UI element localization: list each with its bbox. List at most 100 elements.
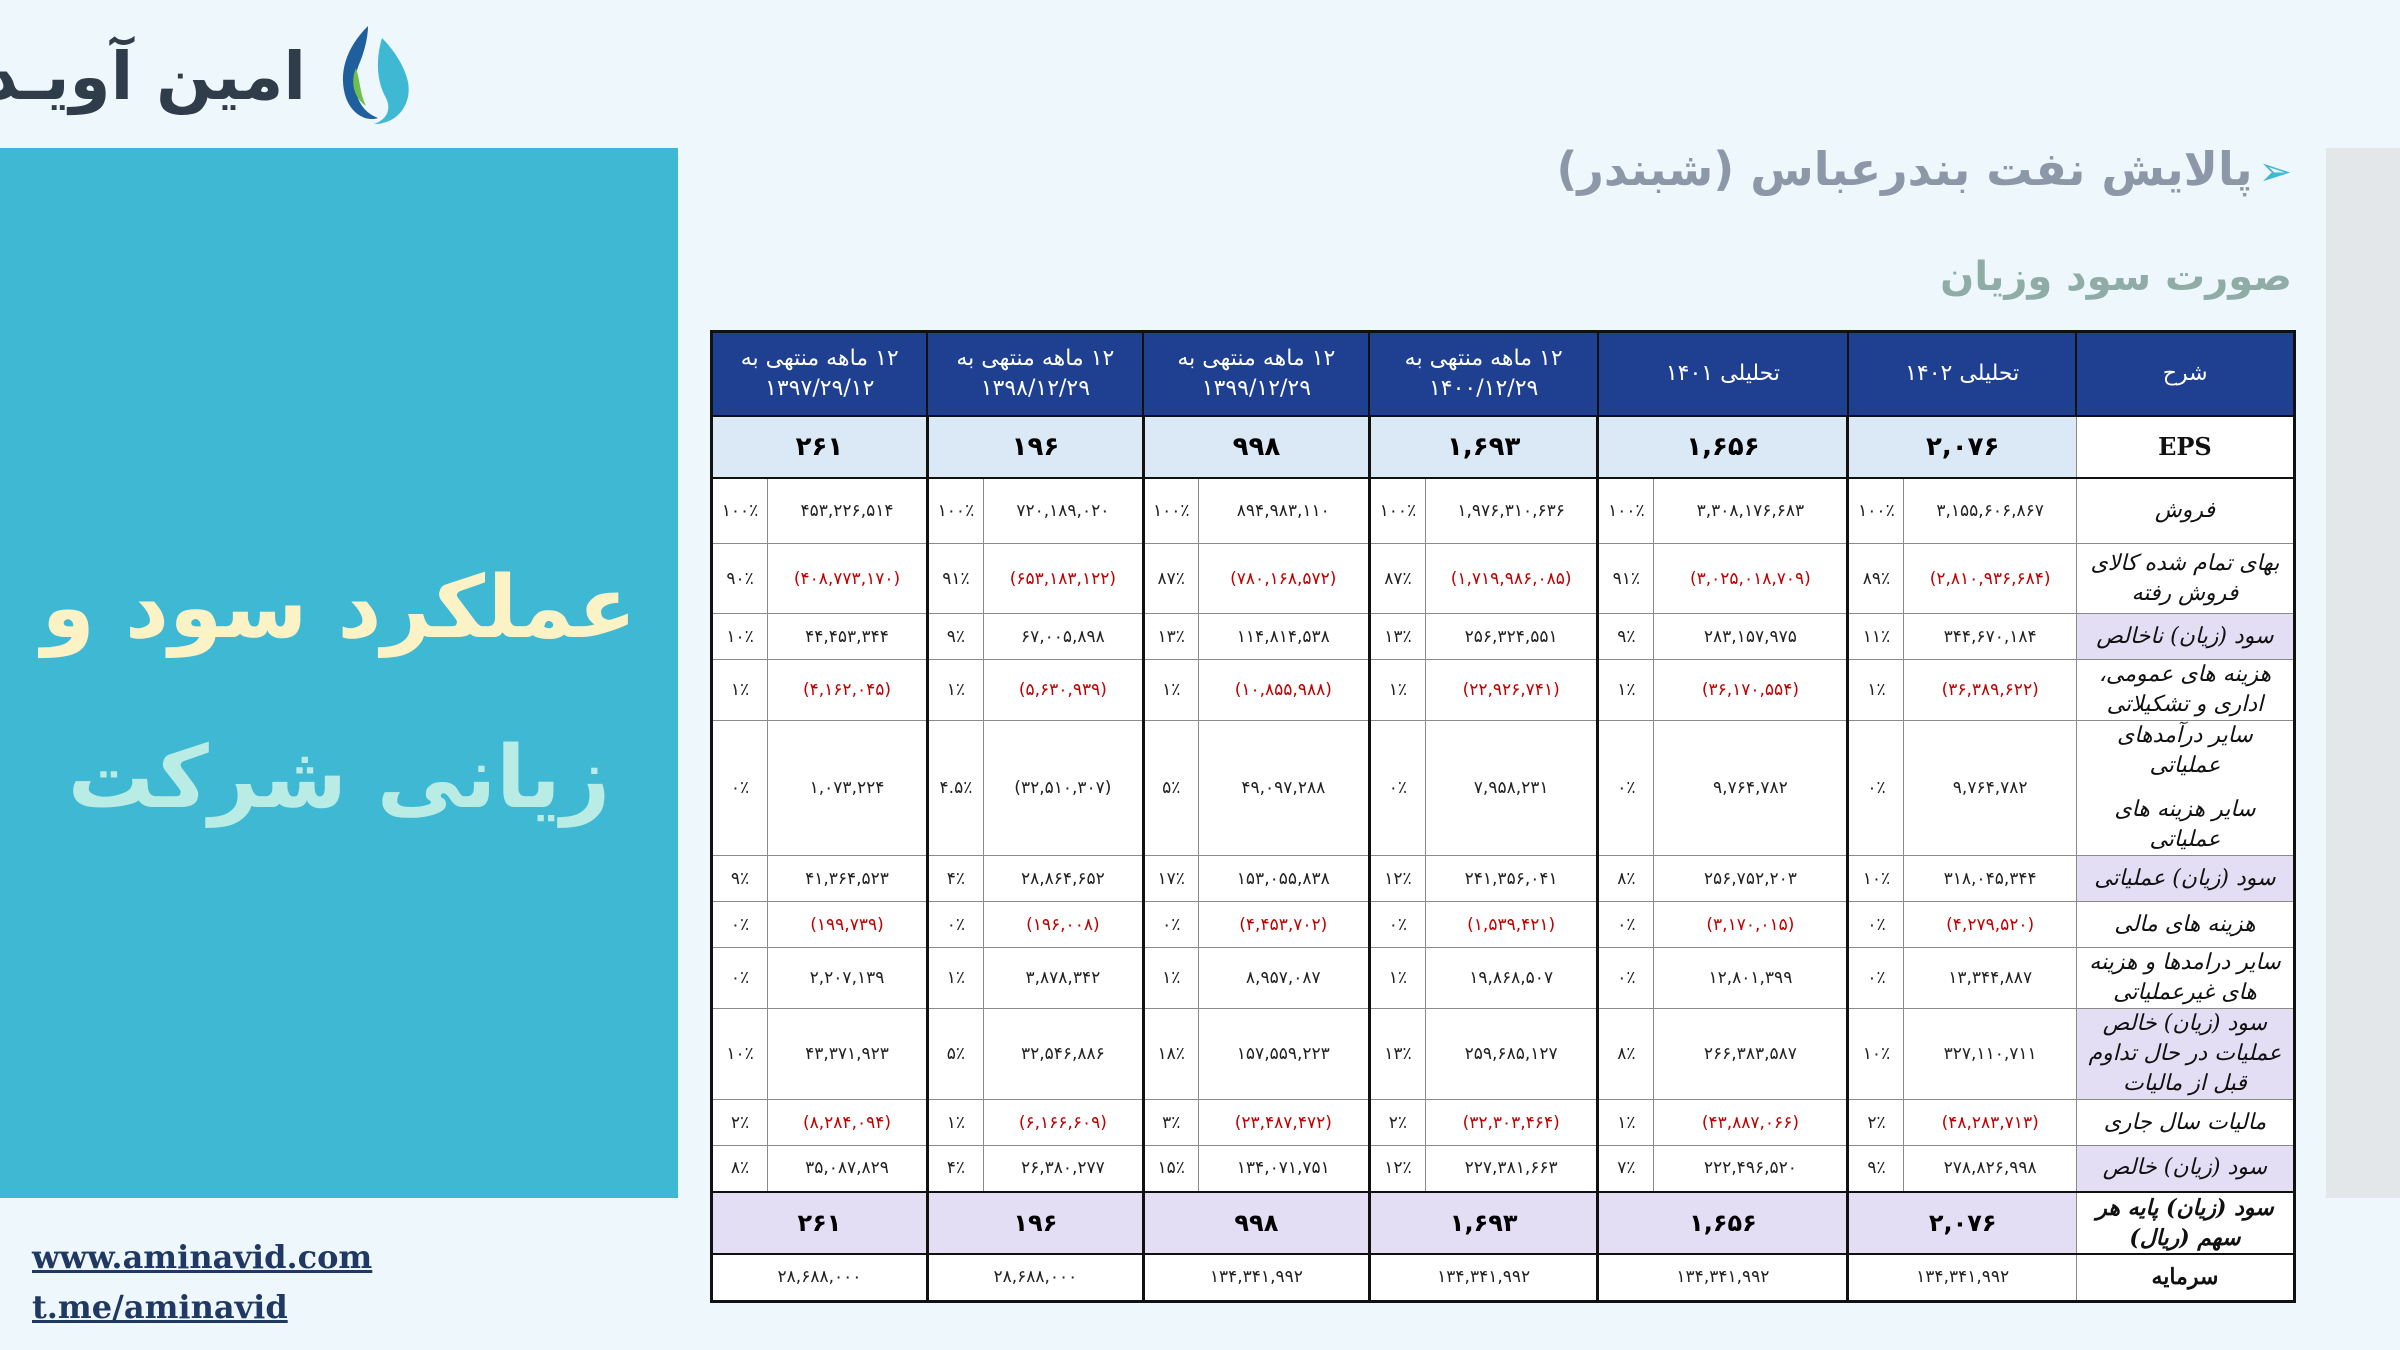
- cell-value: (۲۲,۹۲۶,۷۴۱): [1424, 659, 1599, 721]
- cell-value: ۱,۰۷۳,۲۲۴: [767, 720, 928, 856]
- row-label: مالیات سال جاری: [2075, 1099, 2296, 1146]
- cell-percent: ۹٪: [1596, 613, 1655, 660]
- row-label: سود (زیان) خالص عملیات در حال تداوم قبل …: [2075, 1008, 2296, 1100]
- cell-percent: ۰٪: [709, 947, 769, 1009]
- side-heading-line1: عملکرد سود و: [41, 558, 637, 658]
- header-col-3: ۱۲ ماهه منتهی به ۱۴۰۰/۱۲/۲۹: [1368, 330, 1599, 417]
- cell-value: ۳۱۸,۰۴۵,۳۴۴: [1903, 855, 2077, 902]
- eps-per-share-value: ۲,۰۷۶: [1846, 1190, 2077, 1255]
- row-label: هزینه های مالی: [2075, 901, 2296, 948]
- cell-value: ۶۷,۰۰۵,۸۹۸: [982, 613, 1144, 660]
- cell-value: ۲۴۱,۳۵۶,۰۴۱: [1424, 855, 1599, 902]
- row-label-text: فروش: [2154, 497, 2215, 523]
- row-label: فروش: [2075, 477, 2296, 544]
- cell-value: ۳,۸۷۸,۳۴۲: [982, 947, 1144, 1009]
- cell-percent: ۰٪: [709, 901, 769, 948]
- cell-percent: ۰٪: [1141, 901, 1199, 948]
- capital-value: ۱۳۴,۳۴۱,۹۹۲: [1141, 1253, 1370, 1302]
- cell-percent: ۸٪: [709, 1145, 769, 1192]
- cell-percent: ۴٪: [925, 1145, 984, 1192]
- cell-percent: ۰٪: [1596, 947, 1655, 1009]
- cell-value: ۱۱۴,۸۱۴,۵۳۸: [1197, 613, 1370, 660]
- eps-per-share-value: ۱۹۶: [925, 1190, 1144, 1255]
- capital-value: ۱۳۴,۳۴۱,۹۹۲: [1367, 1253, 1599, 1302]
- cell-value: (۱۹۶,۰۰۸): [982, 901, 1144, 948]
- cell-value: ۴۵۳,۲۲۶,۵۱۴: [767, 477, 928, 544]
- cell-percent: ۲٪: [709, 1099, 769, 1146]
- cell-percent: ۱۰۰٪: [1846, 477, 1905, 544]
- cell-percent: ۲٪: [1367, 1099, 1426, 1146]
- table-header-row: شرح تحلیلی ۱۴۰۲ تحلیلی ۱۴۰۱ ۱۲ ماهه منته…: [710, 330, 2296, 417]
- row-label: سایر درآمدهای عملیاتی سایر هزینه های عملی…: [2075, 720, 2296, 856]
- cell-percent: ۱٪: [925, 659, 984, 721]
- cell-value: ۲۲۲,۴۹۶,۵۲۰: [1653, 1145, 1849, 1192]
- cell-percent: ۰٪: [709, 720, 769, 856]
- cell-value: (۱,۷۱۹,۹۸۶,۰۸۵): [1424, 543, 1599, 614]
- cell-value: (۳,۰۲۵,۰۱۸,۷۰۹): [1653, 543, 1849, 614]
- cell-value: (۶۵۳,۱۸۳,۱۲۲): [982, 543, 1144, 614]
- cell-percent: ۲٪: [1846, 1099, 1905, 1146]
- cell-percent: ۰٪: [1846, 720, 1905, 856]
- cell-percent: ۱۳٪: [1367, 1008, 1426, 1100]
- eps-value: ۲,۰۷۶: [1846, 414, 2077, 479]
- cell-value: ۷۲۰,۱۸۹,۰۲۰: [982, 477, 1144, 544]
- cell-percent: ۱۰۰٪: [925, 477, 984, 544]
- cell-percent: ۹٪: [925, 613, 984, 660]
- website-link[interactable]: www.aminavid.com: [32, 1238, 373, 1276]
- cell-value: ۲,۲۰۷,۱۳۹: [767, 947, 928, 1009]
- cell-percent: ۱٪: [1367, 947, 1426, 1009]
- telegram-link[interactable]: t.me/aminavid: [32, 1288, 288, 1326]
- company-logo: امین آویـد: [0, 18, 416, 128]
- cell-percent: ۱۰٪: [709, 613, 769, 660]
- cell-value: ۹,۷۶۴,۷۸۲: [1903, 720, 2077, 856]
- cell-value: ۲۵۶,۷۵۲,۲۰۳: [1653, 855, 1849, 902]
- row-label-text: سود (زیان) خالص عملیات در حال تداوم قبل …: [2088, 1011, 2282, 1096]
- cell-percent: ۱۲٪: [1367, 1145, 1426, 1192]
- cell-value: ۲۶۶,۳۸۳,۵۸۷: [1653, 1008, 1849, 1100]
- capital-value: ۲۸,۶۸۸,۰۰۰: [925, 1253, 1144, 1302]
- cell-value: (۲۳,۴۸۷,۴۷۲): [1197, 1099, 1370, 1146]
- page-title: ➢پالایش نفت بندرعباس (شبندر): [1556, 142, 2292, 196]
- cell-value: ۱۳۴,۰۷۱,۷۵۱: [1197, 1145, 1370, 1192]
- cell-value: ۳۲۷,۱۱۰,۷۱۱: [1903, 1008, 2077, 1100]
- cell-value: ۱۹,۸۶۸,۵۰۷: [1424, 947, 1599, 1009]
- cell-value: ۱۲,۸۰۱,۳۹۹: [1653, 947, 1849, 1009]
- eps-per-share-value: ۱,۶۹۳: [1367, 1190, 1599, 1255]
- capital-value: ۲۸,۶۸۸,۰۰۰: [710, 1253, 928, 1302]
- eps-per-share-row: سود (زیان) پایه هر سهم (ریال) ۲,۰۷۶ ۱,۶۵۶ ۱…: [710, 1190, 2296, 1255]
- page-title-text: پالایش نفت بندرعباس (شبندر): [1556, 142, 2253, 196]
- cell-value: ۴۴,۴۵۳,۳۴۴: [767, 613, 928, 660]
- cell-percent: ۱٪: [1846, 659, 1905, 721]
- cell-value: ۲۸۳,۱۵۷,۹۷۵: [1653, 613, 1849, 660]
- cell-value: ۲۶,۳۸۰,۲۷۷: [982, 1145, 1144, 1192]
- cell-percent: ۰٪: [1367, 720, 1426, 856]
- row-label: سود (زیان) ناخالص: [2075, 613, 2296, 660]
- cell-percent: ۱٪: [1141, 947, 1199, 1009]
- table-row: سود (زیان) خالص عملیات در حال تداوم قبل …: [709, 1008, 2296, 1100]
- table-row: سایر درامدها و هزینه های غیرعملیاتی ۱۳,۳۴…: [709, 947, 2296, 1009]
- cell-value: ۹,۷۶۴,۷۸۲: [1653, 720, 1849, 856]
- cell-percent: ۱۳٪: [1141, 613, 1199, 660]
- cell-percent: ۸۷٪: [1367, 543, 1426, 614]
- row-label-text: سود (زیان) عملیاتی: [2094, 865, 2276, 891]
- cell-percent: ۰٪: [1367, 901, 1426, 948]
- side-panel: عملکرد سود و زیانی شرکت: [0, 148, 678, 1198]
- cell-percent: ۸۷٪: [1141, 543, 1199, 614]
- cell-percent: ۹٪: [1846, 1145, 1905, 1192]
- cell-value: ۱۵۷,۵۵۹,۲۲۳: [1197, 1008, 1370, 1100]
- capital-value: ۱۳۴,۳۴۱,۹۹۲: [1846, 1253, 2077, 1302]
- cell-value: (۱,۵۳۹,۴۲۱): [1424, 901, 1599, 948]
- row-label: بهای تمام شده کالای فروش رفته: [2075, 543, 2296, 614]
- cell-value: ۱,۹۷۶,۳۱۰,۶۳۶: [1424, 477, 1599, 544]
- cell-percent: ۱٪: [925, 947, 984, 1009]
- cell-percent: ۱۰٪: [1846, 1008, 1905, 1100]
- table-row: بهای تمام شده کالای فروش رفته (۲,۸۱۰,۹۳۶,…: [709, 543, 2296, 614]
- row-label: هزینه های عمومی، اداری و تشکیلاتی: [2075, 659, 2296, 721]
- eps-value: ۱۹۶: [925, 414, 1144, 479]
- row-label-text: سایر درامدها و هزینه های غیرعملیاتی: [2089, 950, 2281, 1005]
- cell-value: ۳,۳۰۸,۱۷۶,۶۸۳: [1653, 477, 1849, 544]
- eps-value: ۹۹۸: [1141, 414, 1370, 479]
- table-row: سود (زیان) عملیاتی ۳۱۸,۰۴۵,۳۴۴ ۱۰٪ ۲۵۶,۷۵۲,…: [709, 855, 2296, 902]
- cell-percent: ۱۳٪: [1367, 613, 1426, 660]
- cell-percent: ۸٪: [1596, 1008, 1655, 1100]
